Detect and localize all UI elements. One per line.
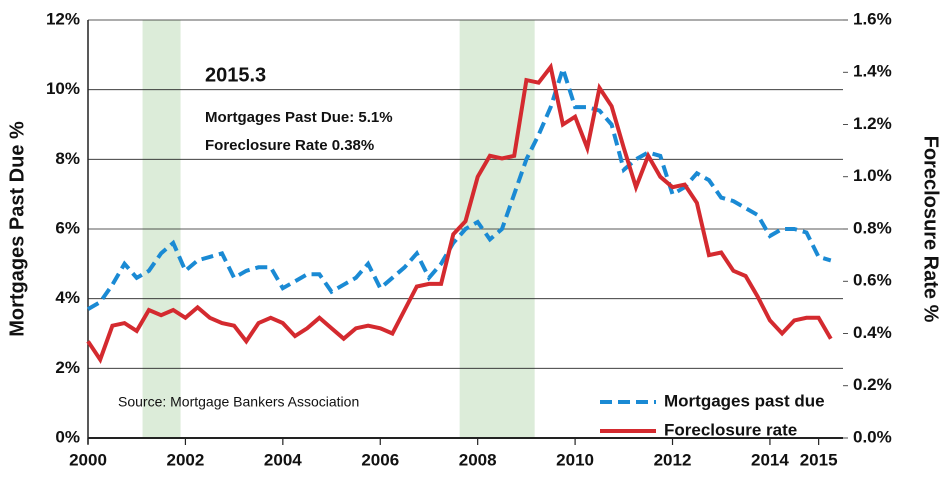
series-line (86, 62, 833, 365)
x-tick-label: 2000 (69, 450, 107, 469)
y2-tick-label: 0.8% (853, 218, 892, 237)
x-tick-label: 2004 (264, 450, 302, 469)
annotation: Foreclosure Rate 0.38% (205, 137, 374, 154)
y-tick-label: 8% (55, 149, 80, 168)
x-tick-label: 2014 (751, 450, 789, 469)
y2-tick-label: 0.6% (853, 271, 892, 290)
annotation: 2015.3 (205, 64, 266, 86)
y2-tick-label: 0.2% (853, 375, 892, 394)
y-tick-label: 2% (55, 358, 80, 377)
x-tick-label: 2002 (167, 450, 205, 469)
annotation: Mortgages Past Due: 5.1% (205, 109, 393, 126)
source-note: Source: Mortgage Bankers Association (118, 394, 359, 410)
y2-tick-label: 0.0% (853, 427, 892, 446)
y-tick-label: 4% (55, 288, 80, 307)
y-tick-label: 6% (55, 218, 80, 237)
y2-axis-label: Foreclosure Rate % (920, 136, 942, 323)
y2-tick-label: 1.6% (853, 9, 892, 28)
y2-tick-label: 1.2% (853, 114, 892, 133)
y2-tick-label: 0.4% (853, 323, 892, 342)
x-tick-label: 2006 (361, 450, 399, 469)
x-tick-label: 2015 (800, 450, 838, 469)
y-axis-label: Mortgages Past Due % (6, 121, 28, 337)
series-line (87, 62, 832, 311)
y-tick-label: 10% (46, 79, 80, 98)
legend-label: Foreclosure rate (664, 420, 797, 439)
y-tick-label: 12% (46, 9, 80, 28)
y2-tick-label: 1.4% (853, 62, 892, 81)
y-tick-label: 0% (55, 427, 80, 446)
x-tick-label: 2010 (556, 450, 594, 469)
legend-label: Mortgages past due (664, 391, 825, 410)
x-tick-label: 2008 (459, 450, 497, 469)
x-tick-label: 2012 (654, 450, 692, 469)
y2-tick-label: 1.0% (853, 166, 892, 185)
